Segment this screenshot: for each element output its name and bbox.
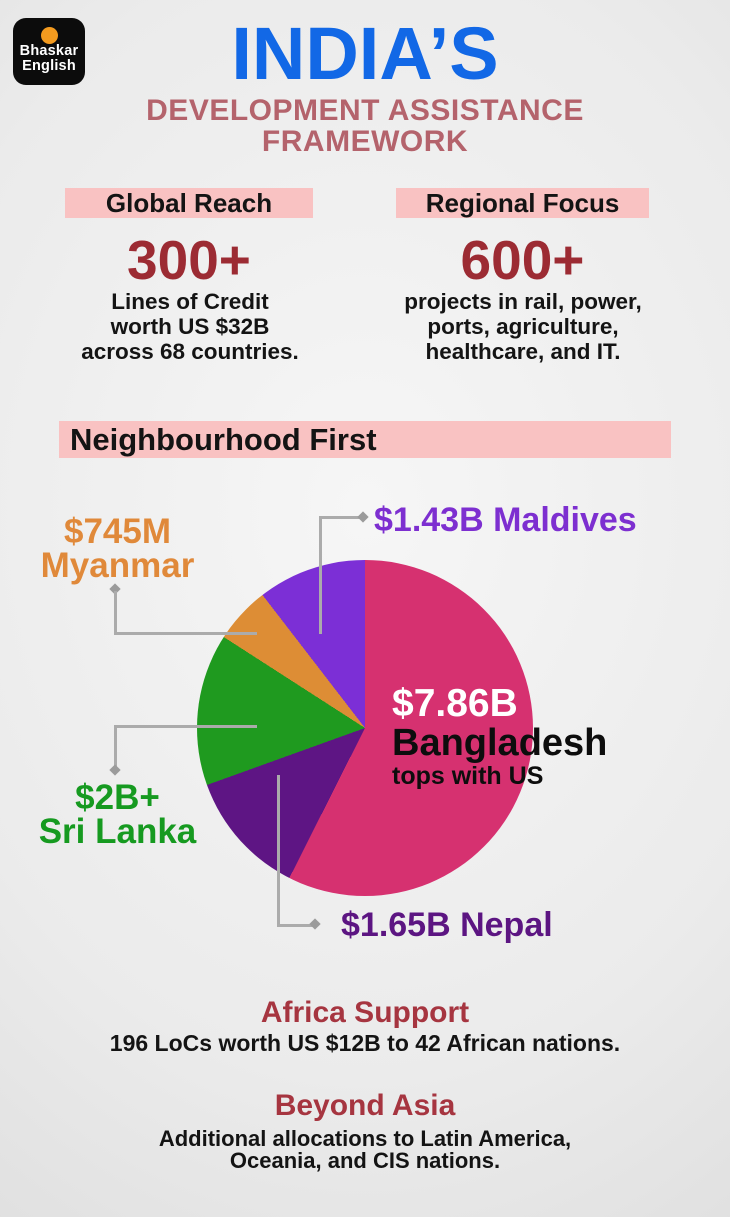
global-reach-line1: Lines of Credit [111, 289, 269, 314]
page-subtitle: DEVELOPMENT ASSISTANCE FRAMEWORK [0, 95, 730, 157]
sri-lanka-leader-diamond-icon [109, 764, 121, 776]
beyond-asia-heading: Beyond Asia [274, 1089, 456, 1122]
sri-lanka-leader-line [114, 725, 117, 769]
myanmar-leader-line [114, 632, 257, 635]
sri-lanka-value: $2B+ [75, 778, 160, 817]
global-reach-line2: worth US $32B [110, 314, 270, 339]
beyond-asia-line1: Additional allocations to Latin America, [158, 1126, 572, 1151]
bangladesh-value: $7.86B [392, 682, 518, 725]
nepal-leader-line [277, 924, 317, 927]
bhaskar-english-logo: Bhaskar English [13, 18, 85, 85]
pie-chart [197, 560, 533, 896]
sri-lanka-leader-line [114, 725, 257, 728]
logo-text-line1: Bhaskar [19, 43, 79, 59]
regional-focus-description: projects in rail, power, ports, agricult… [378, 289, 668, 364]
page-title: INDIA’S [231, 12, 499, 95]
myanmar-leader-line [114, 591, 117, 634]
sri-lanka-label: $2B+ Sri Lanka [20, 778, 215, 851]
myanmar-name: Myanmar [40, 546, 195, 585]
africa-support-heading: Africa Support [260, 996, 470, 1029]
beyond-asia-line2: Oceania, and CIS nations. [229, 1148, 501, 1173]
global-reach-line3: across 68 countries. [81, 339, 299, 364]
sri-lanka-name: Sri Lanka [38, 812, 197, 851]
logo-text-line2: English [22, 58, 76, 74]
beyond-asia-text: Additional allocations to Latin America,… [0, 1128, 730, 1172]
regional-focus-number: 600+ [460, 229, 585, 291]
logo-dot-icon [40, 27, 58, 44]
bangladesh-center-label: $7.86B Bangladesh tops with US [392, 682, 608, 791]
regional-focus-line1: projects in rail, power, [404, 289, 642, 314]
regional-focus-line3: healthcare, and IT. [425, 339, 621, 364]
subtitle-line2: FRAMEWORK [261, 125, 469, 158]
neighbourhood-first-heading: Neighbourhood First [59, 421, 671, 458]
regional-focus-heading: Regional Focus [396, 188, 649, 218]
maldives-leader-line [319, 517, 322, 634]
global-reach-description: Lines of Credit worth US $32B across 68 … [40, 289, 340, 364]
africa-support-text: 196 LoCs worth US $12B to 42 African nat… [109, 1030, 621, 1056]
global-reach-number: 300+ [127, 229, 251, 291]
bangladesh-name: Bangladesh [392, 722, 608, 764]
maldives-leader-diamond-icon [357, 511, 369, 523]
nepal-label: $1.65B Nepal [341, 906, 553, 944]
nepal-leader-diamond-icon [309, 918, 321, 930]
myanmar-label: $745M Myanmar [20, 512, 215, 585]
maldives-leader-line [319, 516, 364, 519]
global-reach-heading: Global Reach [65, 188, 313, 218]
bangladesh-note: tops with US [392, 762, 544, 790]
regional-focus-line2: ports, agriculture, [427, 314, 619, 339]
maldives-label: $1.43B Maldives [374, 501, 637, 539]
nepal-leader-line [277, 775, 280, 926]
myanmar-value: $745M [63, 512, 172, 551]
subtitle-line1: DEVELOPMENT ASSISTANCE [146, 94, 584, 127]
